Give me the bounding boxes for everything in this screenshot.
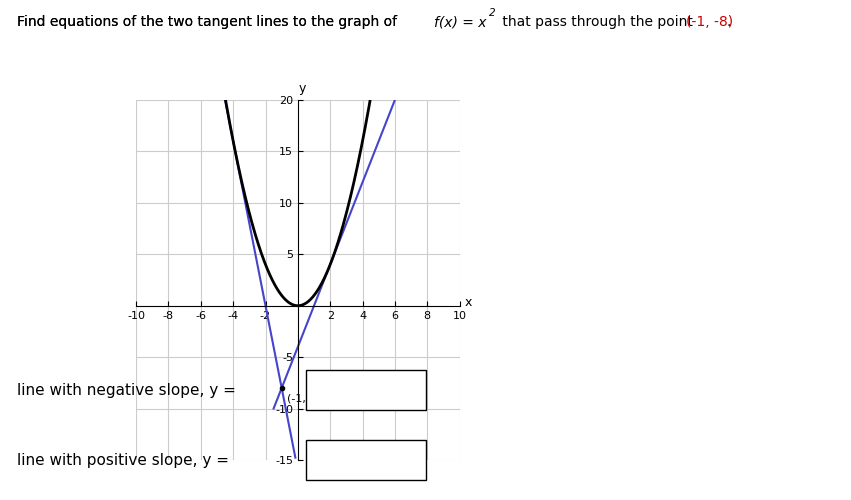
Text: that pass through the point: that pass through the point — [498, 15, 697, 29]
Text: x: x — [465, 296, 471, 309]
Text: (-1, -8): (-1, -8) — [686, 15, 733, 29]
Text: .: . — [727, 15, 731, 29]
Text: (-1, -8): (-1, -8) — [287, 393, 324, 403]
Text: Find equations of the two tangent lines to the graph of: Find equations of the two tangent lines … — [17, 15, 402, 29]
Text: line with negative slope, y =: line with negative slope, y = — [17, 382, 236, 398]
Text: f(x) = x: f(x) = x — [434, 15, 487, 29]
Text: 2: 2 — [489, 8, 496, 18]
Text: line with positive slope, y =: line with positive slope, y = — [17, 452, 229, 468]
Text: Find equations of the two tangent lines to the graph of: Find equations of the two tangent lines … — [17, 15, 402, 29]
Text: y: y — [299, 82, 306, 95]
